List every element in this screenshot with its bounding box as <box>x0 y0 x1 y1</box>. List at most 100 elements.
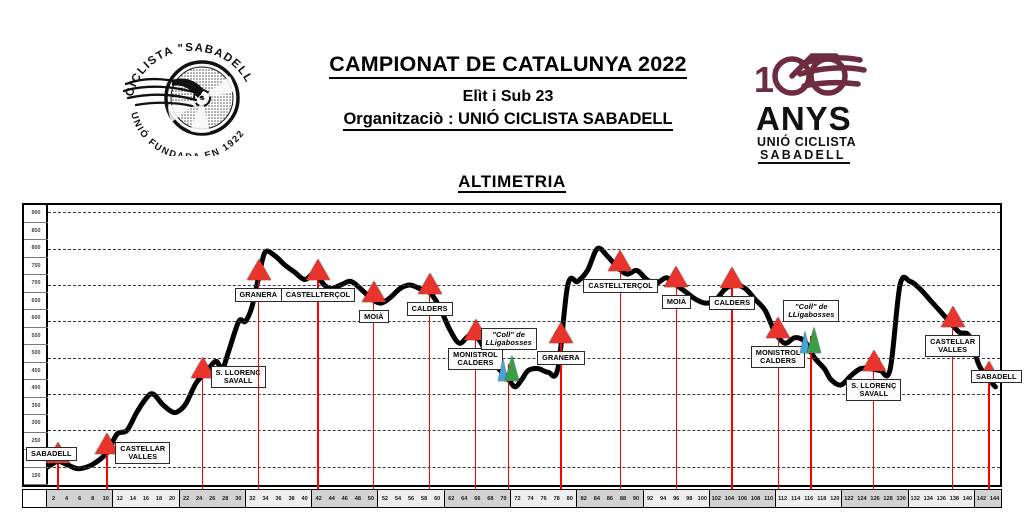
x-tick-108: 108 <box>750 495 761 502</box>
x-tick-76: 76 <box>540 495 547 502</box>
title-block: CAMPIONAT DE CATALUNYA 2022 Elìt i Sub 2… <box>276 52 740 132</box>
event-title-wrap: CAMPIONAT DE CATALUNYA 2022 <box>276 52 740 80</box>
marker-triangle-green-8 <box>504 354 519 381</box>
x-tick-44: 44 <box>328 495 335 502</box>
marker-line-calders-6 <box>428 276 431 489</box>
x-axis: 2 4 6 8 10 12 14 16 18 20 22 24 26 28 30 32 34 36 38 40 42 44… <box>22 489 1002 508</box>
gridline-200 <box>48 466 1000 468</box>
x-tick-144: 144 <box>989 495 1000 502</box>
x-tick-136: 136 <box>936 495 946 502</box>
marker-line-s-llorenç-savall-15 <box>872 353 875 489</box>
x-axis-band-42-50: 42 44 46 48 50 <box>312 490 379 507</box>
y-tick-450: 450 <box>24 363 48 380</box>
x-tick-70: 70 <box>500 495 507 502</box>
marker-triangle-calders-12 <box>720 267 745 289</box>
gridline-600 <box>48 321 1000 323</box>
marker-line-granera-9 <box>560 324 562 489</box>
marker-line-moià-5 <box>372 283 375 489</box>
logo-number-text: 1 <box>754 59 774 100</box>
organizer-line: Organitzaciò : UNIÓ CICLISTA SABADELL <box>343 110 673 132</box>
x-tick-40: 40 <box>301 495 308 502</box>
x-tick-110: 110 <box>764 495 774 502</box>
x-tick-138: 138 <box>949 495 960 502</box>
x-tick-8: 8 <box>91 495 95 502</box>
x-tick-2: 2 <box>51 495 56 502</box>
x-axis-band-62-70: 62 64 66 68 70 <box>444 490 511 507</box>
chart-title: ALTIMETRIA <box>0 172 1024 193</box>
x-tick-62: 62 <box>448 495 455 502</box>
marker-label-castellar-valles-16: CASTELLAR VALLES <box>925 335 981 357</box>
marker-label-castellterçol-4: CASTELLTERÇOL <box>280 287 356 302</box>
x-tick-94: 94 <box>660 495 667 502</box>
x-tick-74: 74 <box>527 495 534 502</box>
x-axis-band-112-120: 112 114 116 118 120 <box>776 490 843 507</box>
marker-line-calders-12 <box>731 270 734 489</box>
x-tick-118: 118 <box>817 495 827 502</box>
gridline-900 <box>48 212 1000 214</box>
x-axis-band-12-20: 12 14 16 18 20 <box>113 490 180 507</box>
marker-label-sabadell-17: SABADELL <box>971 369 1022 384</box>
x-tick-106: 106 <box>737 495 748 502</box>
marker-triangle-calders-6 <box>417 273 442 295</box>
marker-line-moià-11 <box>675 269 678 489</box>
x-axis-band-82-90: 82 84 86 88 90 <box>577 490 644 507</box>
x-tick-122: 122 <box>844 495 854 502</box>
marker-line-castellterçol-10 <box>619 253 622 489</box>
x-tick-100: 100 <box>697 495 707 502</box>
x-tick-72: 72 <box>514 495 521 502</box>
x-tick-10: 10 <box>102 495 109 502</box>
marker-line-sabadell-0 <box>57 445 59 489</box>
marker-line-monistrol-calders-7 <box>474 322 477 489</box>
logo-club-line2: SABADELL <box>760 148 846 162</box>
x-tick-60: 60 <box>434 495 441 502</box>
page-header: CICLISTA "SABADELL UNIÓ FUNDADA EN 1922 … <box>0 0 1024 168</box>
y-tick-700: 700 <box>24 275 48 293</box>
gridline-500 <box>48 357 1000 359</box>
x-tick-32: 32 <box>249 495 256 502</box>
x-tick-112: 112 <box>778 495 788 502</box>
marker-triangle-castellar-valles-1 <box>95 433 120 455</box>
x-tick-38: 38 <box>288 495 295 502</box>
x-tick-50: 50 <box>367 495 375 502</box>
marker-label-moià-5: MOIÀ <box>359 309 389 324</box>
marker-triangle-granera-3 <box>246 258 271 280</box>
x-tick-58: 58 <box>421 495 428 502</box>
marker-triangle-blue-8 <box>497 358 508 381</box>
x-tick-12: 12 <box>116 495 123 502</box>
marker-label-s-llorenç-savall-2: S. LLORENÇ SAVALL <box>210 365 266 388</box>
event-title: CAMPIONAT DE CATALUNYA 2022 <box>329 52 687 80</box>
marker-triangle-granera-9 <box>549 321 574 343</box>
x-tick-36: 36 <box>275 495 282 502</box>
marker-line-castellar-valles-16 <box>951 309 954 489</box>
x-axis-band-32-40: 32 34 36 38 40 <box>245 490 313 507</box>
x-tick-78: 78 <box>553 495 560 502</box>
x-tick-132: 132 <box>910 495 920 502</box>
marker-triangle-blue-14 <box>800 331 811 354</box>
marker-triangle-castellterçol-4 <box>305 258 330 280</box>
logo-anys-text: ANYS <box>756 100 852 137</box>
x-tick-130: 130 <box>896 495 906 502</box>
marker-line-s-llorenç-savall-2 <box>201 359 204 489</box>
marker-label-granera-9: GRANERA <box>537 350 585 365</box>
x-tick-52: 52 <box>381 495 389 502</box>
x-tick-54: 54 <box>394 495 402 502</box>
altimetry-chart: 1502002503003504004505005506006507007508… <box>22 203 1022 489</box>
x-tick-64: 64 <box>461 495 468 502</box>
y-axis: 1502002503003504004505005506006507007508… <box>24 205 48 485</box>
x-axis-band-102-110: 102 104 106 108 110 <box>709 490 777 507</box>
x-tick-120: 120 <box>830 495 840 502</box>
marker-triangle-s-llorenç-savall-15 <box>861 350 886 372</box>
y-tick-800: 800 <box>24 240 48 258</box>
y-tick-900: 900 <box>24 205 48 223</box>
x-tick-18: 18 <box>155 495 163 502</box>
x-tick-30: 30 <box>235 495 242 502</box>
x-axis-band-22-30: 22 24 26 28 30 <box>179 490 246 507</box>
x-axis-band-122-130: 122 124 126 128 130 <box>842 490 909 507</box>
y-tick-750: 750 <box>24 258 48 275</box>
marker-line-castellar-valles-1 <box>106 436 108 489</box>
x-tick-28: 28 <box>222 495 229 502</box>
x-axis-band-92-100: 92 94 96 98 100 <box>643 490 710 507</box>
y-tick-300: 300 <box>24 415 48 433</box>
y-tick-600: 600 <box>24 310 48 328</box>
x-tick-114: 114 <box>791 495 801 502</box>
